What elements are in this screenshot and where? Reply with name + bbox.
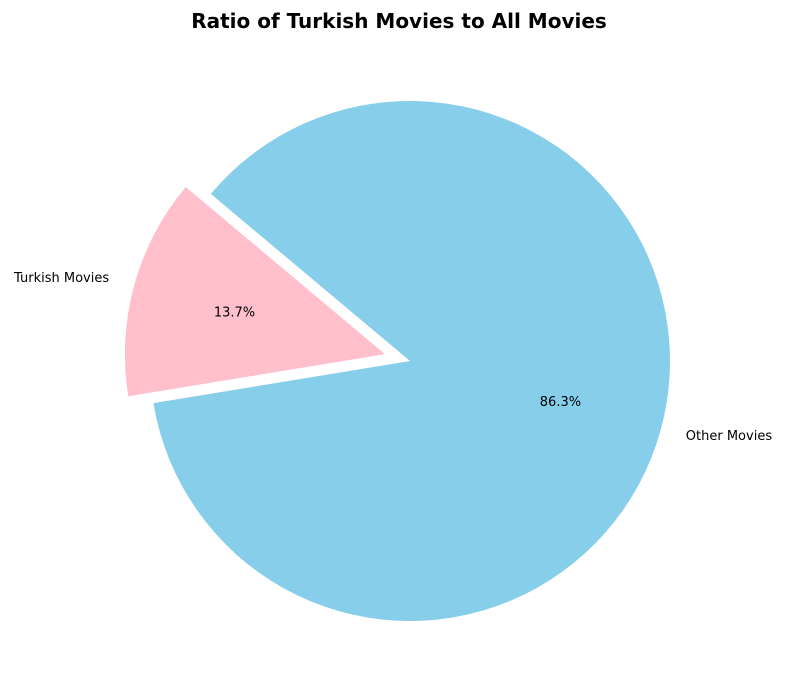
slice-pct-0: 13.7% [214, 305, 255, 320]
pie-slice-1 [153, 100, 670, 622]
chart-title: Ratio of Turkish Movies to All Movies [191, 9, 607, 33]
slice-label-1: Other Movies [686, 429, 773, 444]
pie-slices [124, 100, 670, 622]
slice-label-0: Turkish Movies [13, 271, 109, 286]
pie-labels: Turkish Movies 13.7% Other Movies 86.3% [13, 271, 772, 444]
pie-slice-0 [124, 186, 385, 397]
slice-pct-1: 86.3% [540, 395, 581, 410]
